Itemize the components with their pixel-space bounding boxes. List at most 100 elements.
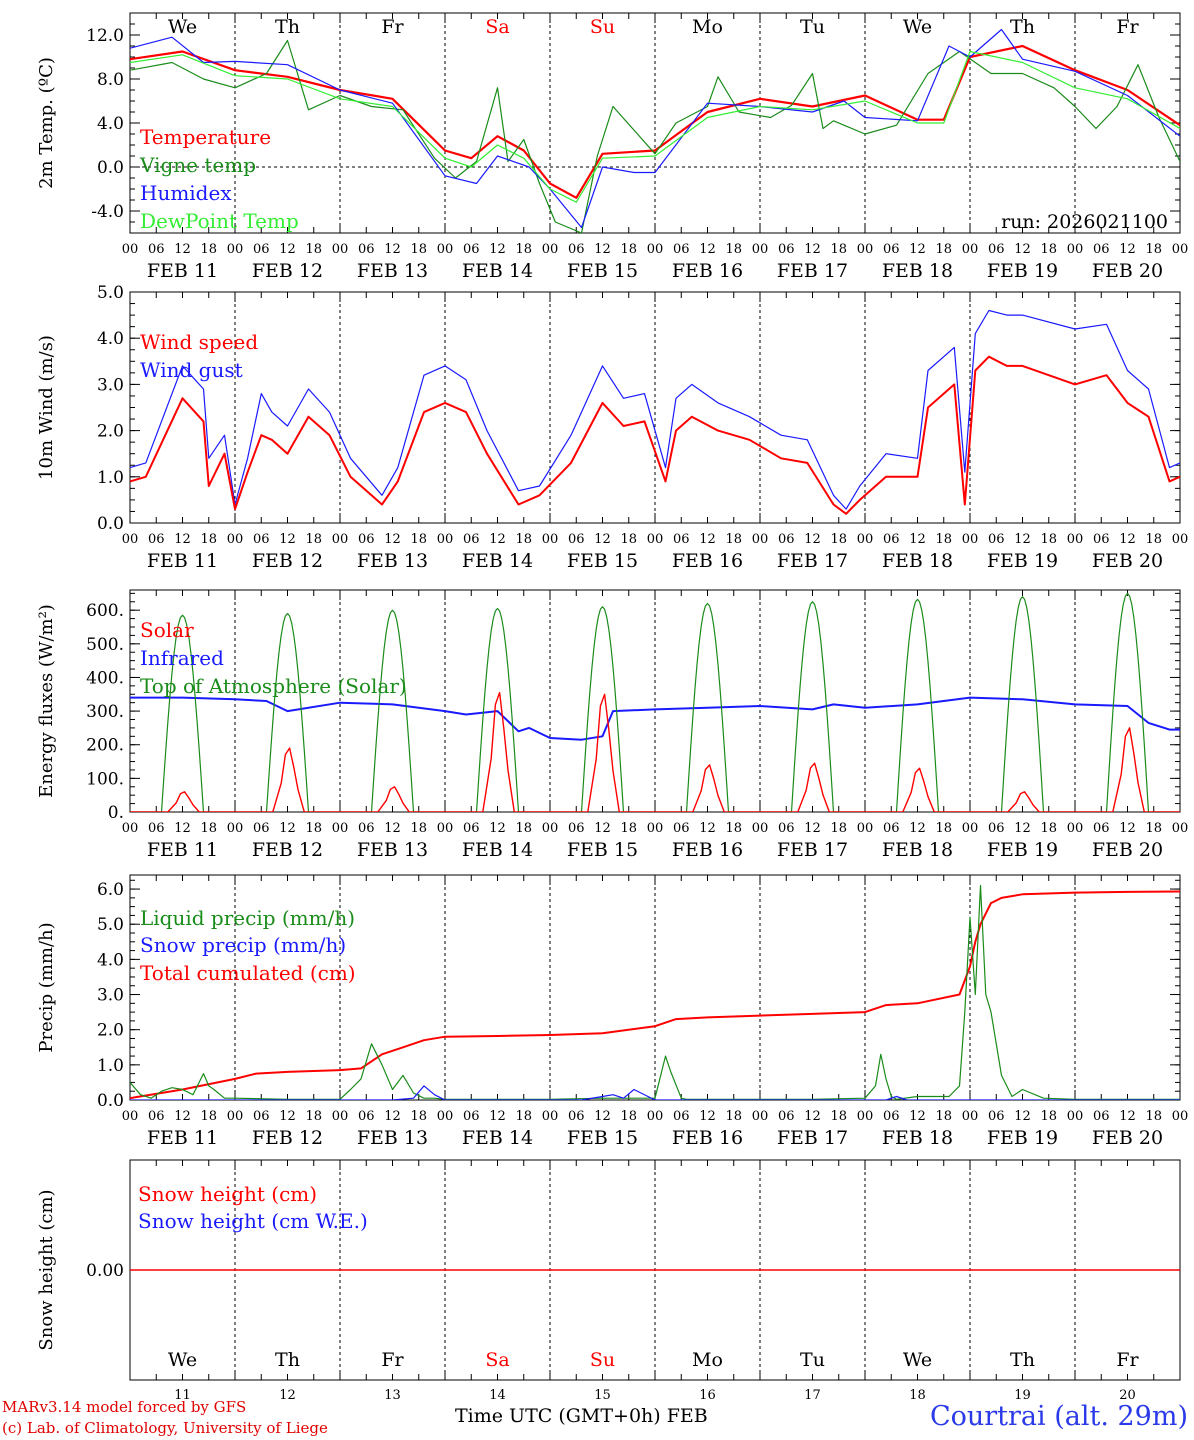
hour-tick-label: 12	[594, 1109, 611, 1124]
y-tick-label: 0.0	[97, 1091, 124, 1111]
hour-tick-label: 18	[515, 242, 532, 257]
hour-tick-label: 00	[542, 532, 559, 547]
hour-tick-label: 06	[1093, 532, 1110, 547]
hour-tick-label: 00	[227, 242, 244, 257]
hour-tick-label: 06	[988, 1109, 1005, 1124]
hour-tick-label: 00	[647, 1109, 664, 1124]
hour-tick-label: 18	[725, 821, 742, 836]
panel-temp: -4.0 0.0 4.0 8.0 12.0 2m Temp. (ºC) 00 06 12 18 FE…	[36, 12, 1189, 282]
hour-tick-label: 18	[305, 532, 322, 547]
hour-tick-label: 12	[804, 242, 821, 257]
legend-entry: Infrared	[140, 646, 224, 670]
hour-tick-label: 00	[437, 532, 454, 547]
hour-tick-label: 18	[725, 532, 742, 547]
hour-tick-label: 18	[410, 1109, 427, 1124]
y-tick-label: 0.0	[97, 158, 124, 178]
hour-tick-label: 00	[647, 532, 664, 547]
hour-tick-label: 00	[962, 821, 979, 836]
legend-entry: DewPoint Temp	[140, 209, 299, 233]
hour-tick-label: 18	[1145, 821, 1162, 836]
legend-entry: Wind gust	[140, 358, 243, 382]
hour-tick-label: 18	[410, 242, 427, 257]
date-label: FEB 16	[672, 1127, 743, 1149]
date-label: FEB 19	[987, 550, 1058, 572]
day-number-label: 14	[489, 1388, 506, 1403]
date-label: FEB 17	[777, 550, 848, 572]
day-number-label: 13	[384, 1388, 401, 1403]
legend-entry: Snow precip (mm/h)	[140, 933, 346, 957]
series-dewpoint-temp	[130, 50, 1180, 203]
hour-tick-label: 12	[279, 242, 296, 257]
y-tick-label: 300.	[86, 702, 124, 722]
hour-tick-label: 12	[699, 242, 716, 257]
y-tick-label: 2.0	[97, 422, 124, 442]
weekday-label: Su	[590, 1349, 615, 1371]
hour-tick-label: 18	[200, 1109, 217, 1124]
date-label: FEB 11	[147, 260, 218, 282]
weekday-label: Fr	[381, 16, 404, 38]
hour-tick-label: 06	[358, 532, 375, 547]
hour-tick-label: 06	[1093, 821, 1110, 836]
hour-tick-label: 06	[988, 242, 1005, 257]
weekday-label: Su	[590, 16, 615, 38]
hour-tick-label: 12	[1119, 1109, 1136, 1124]
hour-tick-label: 06	[988, 821, 1005, 836]
hour-tick-label: 18	[1145, 1109, 1162, 1124]
y-tick-label: 0.0	[97, 514, 124, 534]
hour-tick-label: 06	[253, 532, 270, 547]
date-label: FEB 16	[672, 839, 743, 861]
hour-tick-label: 06	[673, 1109, 690, 1124]
hour-tick-label: 18	[1040, 1109, 1057, 1124]
hour-tick-label: 12	[489, 821, 506, 836]
hour-tick-label: 00	[542, 821, 559, 836]
date-label: FEB 19	[987, 839, 1058, 861]
x-axis-month: FEB	[666, 1405, 708, 1427]
hour-tick-label: 06	[463, 1109, 480, 1124]
series-solar	[130, 691, 1180, 812]
series-liquid-precip-mm-h	[130, 884, 1180, 1100]
y-axis-label: Snow height (cm)	[36, 1189, 57, 1350]
hour-tick-label: 18	[1145, 242, 1162, 257]
hour-tick-label: 12	[804, 821, 821, 836]
y-tick-label: 1.0	[97, 468, 124, 488]
hour-tick-label: 12	[1014, 242, 1031, 257]
hour-tick-label: 12	[1119, 242, 1136, 257]
y-axis-label: 10m Wind (m/s)	[36, 335, 57, 480]
date-label: FEB 12	[252, 550, 323, 572]
day-number-label: 20	[1119, 1388, 1136, 1403]
date-label: FEB 18	[882, 1127, 953, 1149]
y-tick-label: 8.0	[97, 70, 124, 90]
hour-tick-label: 18	[620, 821, 637, 836]
hour-tick-label: 06	[253, 1109, 270, 1124]
date-label: FEB 14	[462, 839, 533, 861]
y-axis-label: 2m Temp. (ºC)	[36, 57, 57, 189]
hour-tick-label: 00	[227, 1109, 244, 1124]
hour-tick-label: 18	[1145, 532, 1162, 547]
hour-tick-label: 18	[830, 532, 847, 547]
hour-tick-label: 12	[279, 532, 296, 547]
hour-tick-label: 00	[437, 821, 454, 836]
day-number-label: 12	[279, 1388, 296, 1403]
hour-tick-label: 00	[1172, 242, 1189, 257]
hour-tick-label: 06	[1093, 1109, 1110, 1124]
date-label: FEB 14	[462, 1127, 533, 1149]
credit-line-1: MARv3.14 model forced by GFS	[2, 1398, 247, 1416]
date-label: FEB 20	[1092, 550, 1163, 572]
series-wind-gust	[130, 309, 1180, 510]
hour-tick-label: 00	[227, 821, 244, 836]
hour-tick-label: 18	[1040, 821, 1057, 836]
hour-tick-label: 12	[279, 821, 296, 836]
legend-entry: Temperature	[140, 125, 271, 149]
hour-tick-label: 00	[1172, 821, 1189, 836]
hour-tick-label: 12	[174, 821, 191, 836]
hour-tick-label: 06	[988, 532, 1005, 547]
hour-tick-label: 18	[515, 1109, 532, 1124]
hour-tick-label: 00	[332, 532, 349, 547]
hour-tick-label: 00	[1067, 242, 1084, 257]
series-top-of-atmosphere-solar	[130, 592, 1180, 812]
y-axis-label: Precip (mm/h)	[36, 922, 57, 1052]
hour-tick-label: 12	[1014, 821, 1031, 836]
hour-tick-label: 18	[200, 532, 217, 547]
hour-tick-label: 06	[463, 821, 480, 836]
hour-tick-label: 18	[200, 821, 217, 836]
